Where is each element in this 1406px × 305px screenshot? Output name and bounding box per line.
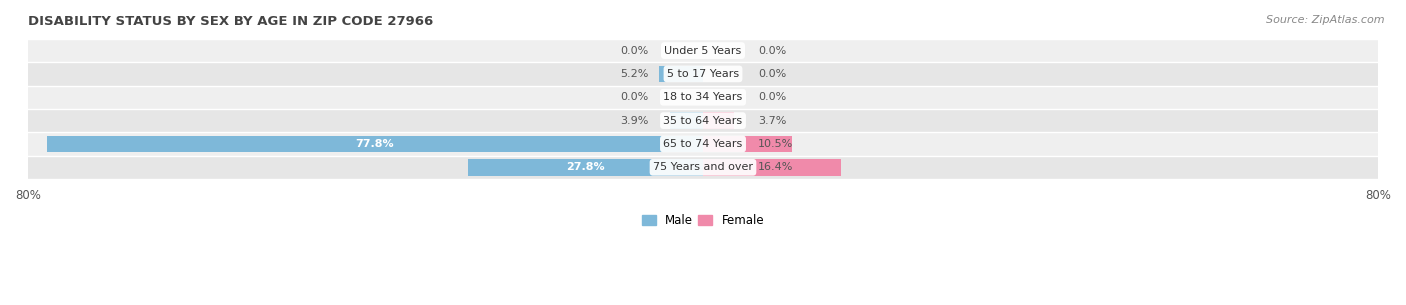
- Bar: [28, 156, 1378, 179]
- Bar: [468, 159, 703, 176]
- Text: 5 to 17 Years: 5 to 17 Years: [666, 69, 740, 79]
- Text: DISABILITY STATUS BY SEX BY AGE IN ZIP CODE 27966: DISABILITY STATUS BY SEX BY AGE IN ZIP C…: [28, 15, 433, 28]
- Bar: [671, 112, 703, 129]
- Text: 0.0%: 0.0%: [758, 45, 786, 56]
- Text: 35 to 64 Years: 35 to 64 Years: [664, 116, 742, 126]
- Legend: Male, Female: Male, Female: [637, 210, 769, 232]
- Text: 0.0%: 0.0%: [758, 92, 786, 102]
- Text: 77.8%: 77.8%: [356, 139, 394, 149]
- Bar: [703, 159, 841, 176]
- Bar: [28, 109, 1378, 132]
- Bar: [659, 66, 703, 82]
- Text: Under 5 Years: Under 5 Years: [665, 45, 741, 56]
- Text: 75 Years and over: 75 Years and over: [652, 162, 754, 172]
- Text: 16.4%: 16.4%: [758, 162, 793, 172]
- Text: 0.0%: 0.0%: [620, 92, 648, 102]
- Text: 18 to 34 Years: 18 to 34 Years: [664, 92, 742, 102]
- Bar: [703, 112, 734, 129]
- Text: 3.7%: 3.7%: [758, 116, 786, 126]
- Bar: [703, 135, 792, 152]
- Text: 0.0%: 0.0%: [620, 45, 648, 56]
- Text: 27.8%: 27.8%: [567, 162, 605, 172]
- Text: Source: ZipAtlas.com: Source: ZipAtlas.com: [1267, 15, 1385, 25]
- Text: 5.2%: 5.2%: [620, 69, 648, 79]
- Bar: [28, 132, 1378, 156]
- Text: 3.9%: 3.9%: [620, 116, 648, 126]
- Text: 0.0%: 0.0%: [758, 69, 786, 79]
- Bar: [28, 39, 1378, 62]
- Bar: [28, 62, 1378, 86]
- Text: 10.5%: 10.5%: [758, 139, 793, 149]
- Bar: [28, 86, 1378, 109]
- Bar: [46, 135, 703, 152]
- Text: 65 to 74 Years: 65 to 74 Years: [664, 139, 742, 149]
